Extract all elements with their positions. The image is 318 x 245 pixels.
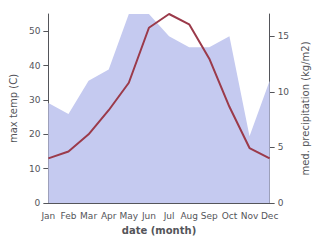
svg-text:Jan: Jan (40, 211, 55, 221)
svg-text:Jul: Jul (163, 211, 175, 221)
svg-text:15: 15 (278, 31, 289, 41)
svg-text:May: May (120, 211, 139, 221)
svg-text:Dec: Dec (261, 211, 278, 221)
svg-text:med. precipitation (kg/m2): med. precipitation (kg/m2) (300, 41, 311, 175)
svg-text:30: 30 (29, 95, 41, 105)
svg-text:Sep: Sep (201, 211, 218, 221)
svg-text:date (month): date (month) (122, 225, 196, 236)
svg-text:Aug: Aug (180, 211, 198, 221)
svg-text:10: 10 (278, 87, 290, 97)
svg-text:0: 0 (278, 198, 284, 208)
svg-text:max temp (C): max temp (C) (8, 74, 19, 143)
svg-text:Oct: Oct (222, 211, 238, 221)
svg-text:Apr: Apr (101, 211, 117, 221)
svg-text:20: 20 (29, 129, 41, 139)
svg-text:Mar: Mar (80, 211, 97, 221)
svg-text:Feb: Feb (61, 211, 77, 221)
svg-text:Nov: Nov (241, 211, 259, 221)
svg-text:0: 0 (35, 198, 41, 208)
svg-text:5: 5 (278, 142, 284, 152)
svg-text:40: 40 (29, 61, 41, 71)
svg-text:Jun: Jun (141, 211, 156, 221)
svg-text:50: 50 (29, 26, 41, 36)
svg-text:10: 10 (29, 164, 41, 174)
